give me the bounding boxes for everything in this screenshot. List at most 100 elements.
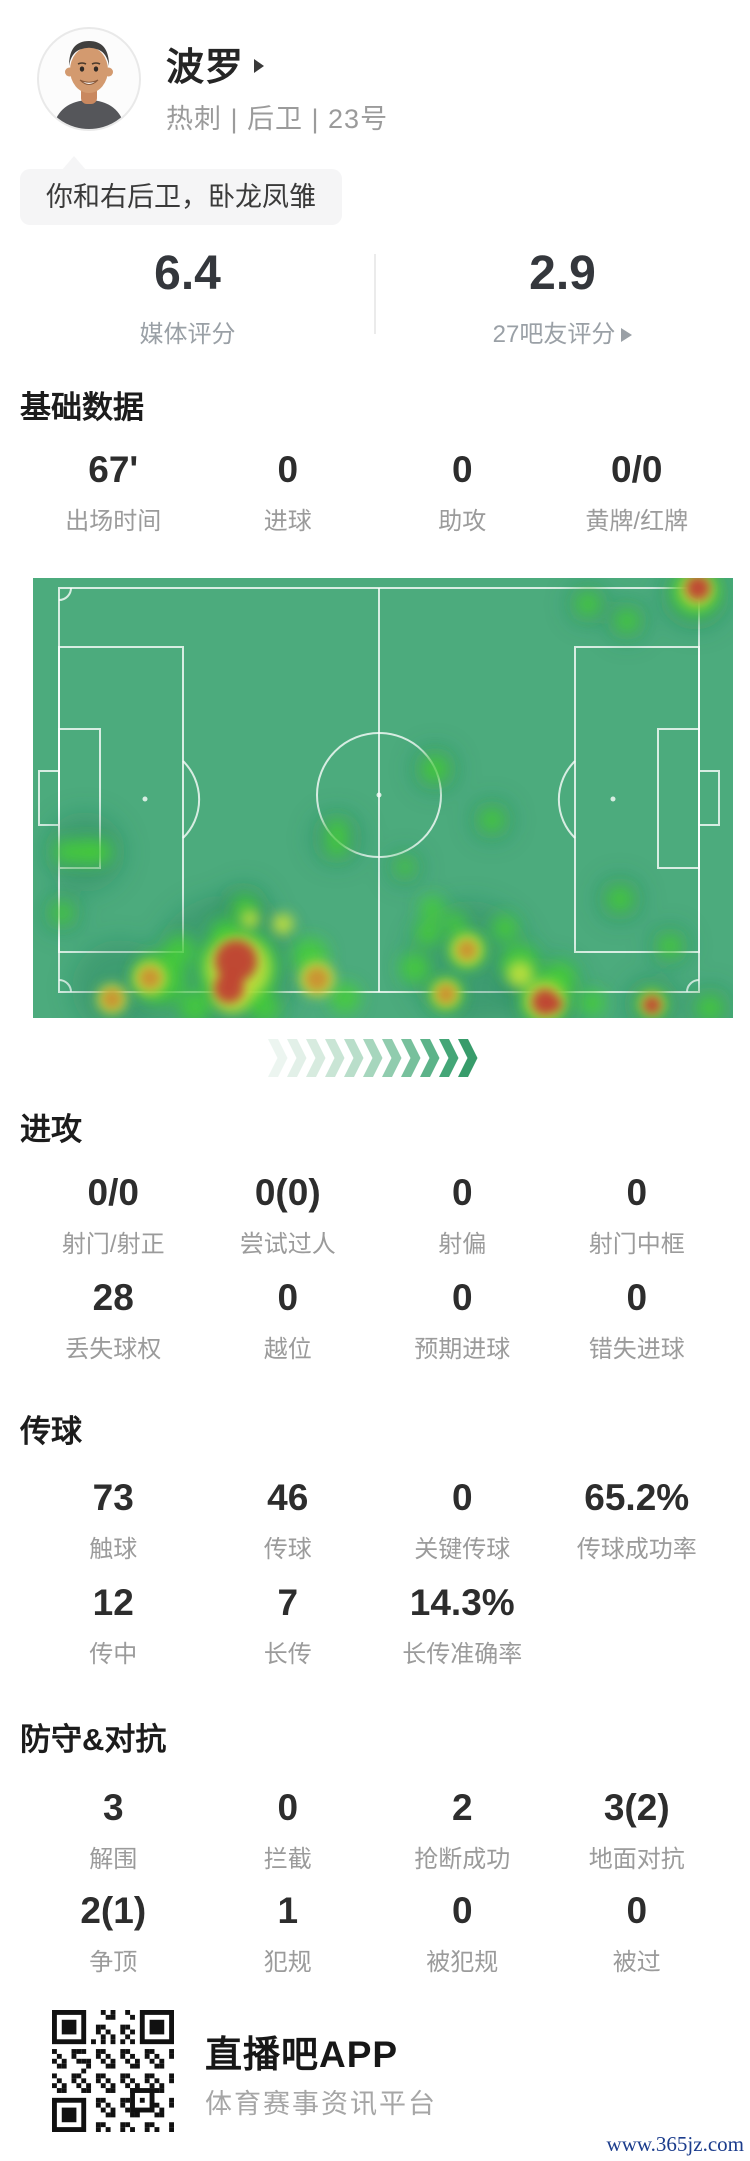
qr-module <box>100 2083 106 2089</box>
stat-label: 射门/射正 <box>61 1231 165 1258</box>
qr-module <box>100 2073 106 2079</box>
stat-label: 进球 <box>263 508 312 535</box>
stat-cell: 7 长传 <box>201 1583 376 1669</box>
qr-module <box>105 2053 111 2059</box>
qr-module <box>95 2053 101 2059</box>
stat-value: 0 <box>626 1277 648 1318</box>
stat-value: 0 <box>451 1890 473 1931</box>
player-team-line: 热刺 | 后卫 | 23号 <box>166 104 389 134</box>
stat-cell: 2(1) 争顶 <box>26 1891 201 1977</box>
qr-module <box>110 2034 116 2040</box>
stat-cell: 0/0 射门/射正 <box>26 1173 201 1259</box>
stat-value: 1 <box>277 1890 299 1931</box>
qr-module <box>154 2102 160 2108</box>
chevron-icon <box>268 1039 288 1077</box>
heat-spot <box>421 755 449 783</box>
qr-module <box>95 2122 101 2128</box>
quote-text: 你和右后卫，卧龙凤雏 <box>46 182 316 212</box>
qr-module <box>134 2112 140 2118</box>
stat-value: 12 <box>92 1582 134 1623</box>
qr-module <box>52 2073 57 2079</box>
qr-module <box>134 2058 140 2064</box>
stat-value: 14.3% <box>409 1582 515 1623</box>
app-name: 直播吧APP <box>205 2034 399 2075</box>
qr-module <box>61 2088 67 2093</box>
stat-value: 7 <box>277 1582 299 1623</box>
chevron-icon <box>325 1039 345 1077</box>
qr-module <box>159 2088 165 2093</box>
stat-cell: 0 射门中框 <box>550 1173 725 1259</box>
heat-spot <box>72 839 98 865</box>
qr-module <box>125 2058 131 2064</box>
stat-label: 争顶 <box>89 1949 138 1976</box>
qr-module <box>86 2088 92 2093</box>
stat-value: 73 <box>92 1477 134 1518</box>
stat-value: 46 <box>267 1477 309 1518</box>
player-name: 波罗 <box>166 47 245 89</box>
qr-module <box>120 2122 126 2128</box>
stat-label: 长传 <box>263 1641 312 1668</box>
stat-cell: 0 助攻 <box>375 450 550 536</box>
qr-module <box>125 2034 131 2040</box>
quote-bubble-notch <box>62 156 86 170</box>
stat-cell: 0 进球 <box>201 450 376 536</box>
heat-spot <box>658 934 682 958</box>
qr-module <box>56 2053 62 2059</box>
heat-spot <box>492 915 518 941</box>
stat-label: 被犯规 <box>426 1949 499 1976</box>
qr-module <box>61 2063 67 2069</box>
heat-spot <box>396 858 414 876</box>
qr-module <box>91 2039 96 2045</box>
qr-module <box>159 2112 165 2118</box>
qr-module <box>81 2068 87 2074</box>
qr-module <box>144 2122 150 2128</box>
stat-cell: 3 解围 <box>26 1788 201 1874</box>
qr-module <box>154 2063 160 2069</box>
player-name-row[interactable]: 波罗 <box>166 36 265 91</box>
stat-value: 0 <box>277 1277 299 1318</box>
stat-cell: 0 射偏 <box>375 1173 550 1259</box>
attack-direction-chevrons <box>268 1039 478 1077</box>
qr-module <box>149 2083 155 2089</box>
qr-module <box>169 2097 174 2103</box>
fans-rating[interactable]: 2.9 27吧友评分 <box>375 250 750 349</box>
fans-rating-label: 27吧友评分 <box>375 314 750 349</box>
qr-module <box>52 2083 57 2089</box>
stat-value: 0 <box>451 1172 473 1213</box>
qr-module <box>159 2083 165 2089</box>
ratings-row: 6.4 媒体评分 2.9 27吧友评分 <box>0 250 750 349</box>
qr-module <box>105 2088 111 2093</box>
heat-spot <box>272 913 294 935</box>
stat-cell: 0 越位 <box>201 1278 376 1364</box>
qr-module <box>56 2088 62 2093</box>
qr-module <box>144 2073 150 2079</box>
qr-module <box>71 2078 77 2084</box>
heat-spot <box>102 989 122 1009</box>
qr-module <box>76 2073 82 2079</box>
qr-module <box>144 2127 150 2132</box>
stat-value: 0(0) <box>254 1172 321 1213</box>
stat-cell: 46 传球 <box>201 1478 376 1564</box>
stat-label: 丢失球权 <box>65 1336 162 1363</box>
heat-spot <box>546 996 562 1012</box>
qr-module <box>169 2122 174 2128</box>
qr-module <box>154 2112 160 2118</box>
qr-module <box>95 2029 101 2035</box>
stat-label: 错失进球 <box>588 1336 685 1363</box>
qr-module <box>100 2034 106 2040</box>
stat-label: 射偏 <box>438 1231 487 1258</box>
attack-stats-row-2: 28 丢失球权 0 越位 0 预期进球 0 错失进球 <box>0 1278 750 1364</box>
qr-module <box>95 2049 101 2054</box>
stat-label: 越位 <box>263 1336 312 1363</box>
qr-module <box>120 2102 126 2108</box>
heat-spot <box>480 808 504 832</box>
media-rating-value: 6.4 <box>154 247 221 300</box>
fans-rating-label-text: 27吧友评分 <box>492 321 616 348</box>
qr-module <box>134 2083 140 2089</box>
stat-value: 28 <box>92 1277 134 1318</box>
heat-spot <box>436 984 456 1004</box>
chevron-icon <box>306 1039 326 1077</box>
qr-module <box>154 2053 160 2059</box>
qr-module <box>56 2063 62 2069</box>
stat-cell: 0 预期进球 <box>375 1278 550 1364</box>
